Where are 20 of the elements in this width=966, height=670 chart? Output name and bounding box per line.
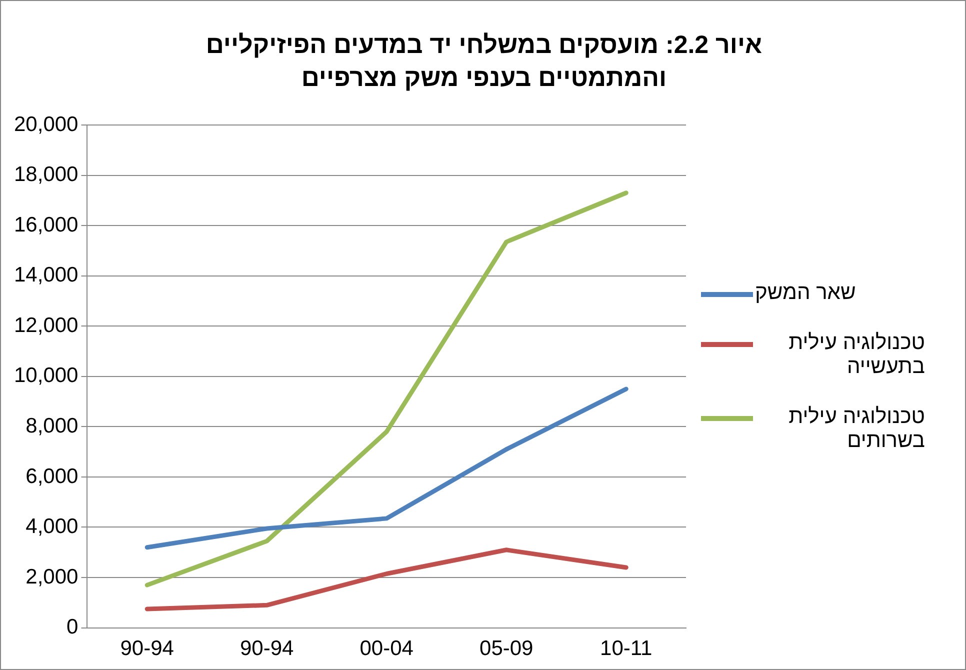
y-tick-label: 10,000 <box>14 364 78 388</box>
y-tick-label: 18,000 <box>14 163 78 186</box>
legend-label: טכנולוגיה עילית בתעשייה <box>788 331 925 379</box>
y-tick-label: 0 <box>66 616 78 639</box>
y-tick-label: 6,000 <box>26 464 78 488</box>
y-tick-label: 20,000 <box>14 112 78 136</box>
y-tick-label: 2,000 <box>26 565 78 588</box>
x-tick-label: 00-04 <box>360 637 414 660</box>
y-tick-label: 14,000 <box>14 264 78 287</box>
x-tick-label: 90-94 <box>240 637 294 660</box>
y-tick-label: 16,000 <box>14 213 78 236</box>
y-tick-label: 4,000 <box>26 515 78 538</box>
x-tick-label: 10-11 <box>600 637 652 660</box>
chart-title: איור 2.2: מועסקים במשלחי יד במדעים הפיזיקליים והמתמטיים בענפי משק מצרפיים <box>204 30 764 94</box>
x-tick-label: 90-94 <box>120 637 174 660</box>
y-tick-label: 8,000 <box>26 414 78 438</box>
legend-label: טכנולוגיה עילית בשרותים <box>788 405 925 453</box>
legend-label: שאר המשק <box>755 281 856 305</box>
x-tick-label: 05-09 <box>480 637 534 660</box>
y-tick-label: 12,000 <box>14 314 78 337</box>
